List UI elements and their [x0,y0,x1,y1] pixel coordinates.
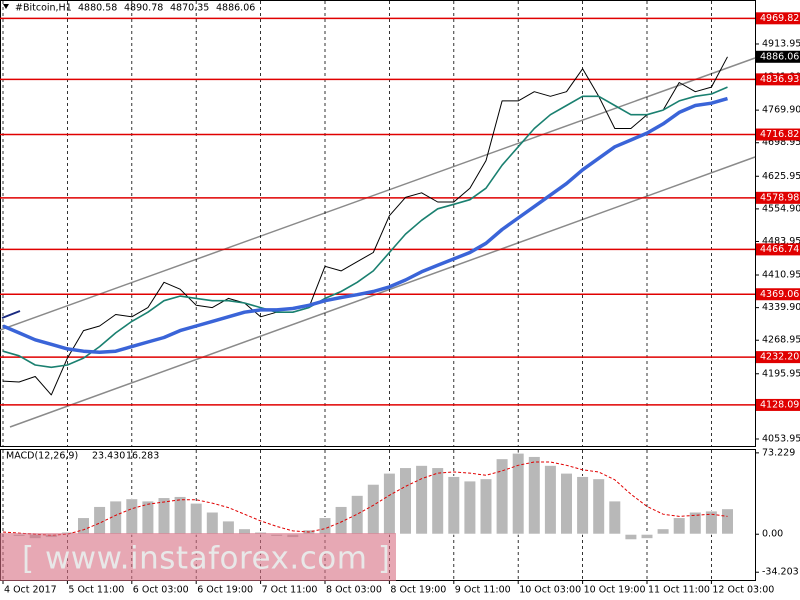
level-label-box [756,243,800,256]
macd-bar [318,517,332,535]
y-tick-label: 0.00 [762,529,783,540]
macd-bar [447,475,461,535]
x-tick-label: 11 Oct 11:00 [648,585,710,596]
y-tick-label: 4769.90 [762,105,800,116]
y-tick-label: 4625.95 [762,171,800,182]
y-tick-label: 4410.95 [762,270,800,281]
macd-bar [366,483,380,535]
macd-bar [479,478,493,535]
x-tick-label: 8 Oct 03:00 [326,585,382,596]
channel-upper [0,57,756,331]
macd-bar [672,517,686,535]
macd-bar [93,505,107,535]
x-tick-label: 10 Oct 03:00 [519,585,581,596]
watermark-box [0,533,396,581]
macd-bar [495,458,509,535]
macd-bar [560,472,573,535]
level-label-box [756,128,800,141]
level-label: 4369.06 [760,289,799,300]
signal-line [2,461,728,536]
ohlc-value: 4880.58 [78,3,117,14]
macd-bar [656,528,670,535]
price-panel [0,0,756,447]
current-price-label: 4886.06 [760,51,799,62]
x-tick-label: 9 Oct 11:00 [455,585,511,596]
macd-bar [624,533,638,541]
macd-bar [399,467,412,535]
macd-bar [608,500,622,535]
y-tick-label: 4195.95 [762,368,800,379]
level-label-box [756,191,800,204]
level-label: 4232.20 [760,352,799,363]
level-label-box [756,288,800,301]
y-tick-label: 4268.95 [762,335,800,346]
x-tick-label: 4 Oct 2017 [4,585,57,596]
macd-reading: 16.283 [126,451,159,462]
channel-lower [9,156,756,428]
macd-bar [189,502,203,535]
level-label: 4578.98 [760,192,799,203]
macd-bar [704,510,718,535]
level-label: 4466.74 [760,244,799,255]
y-tick-label: -34.203 [762,567,799,578]
y-tick-label: 4698.95 [762,137,800,148]
y-tick-label: 4339.90 [762,302,800,313]
macd-bar [543,464,557,535]
y-tick-label: 4483.95 [762,236,800,247]
macd-bar [382,472,396,535]
y-tick-label: 4053.95 [762,433,800,444]
x-tick-label: 7 Oct 11:00 [262,585,318,596]
macd-bar [721,508,734,535]
macd-bar [415,464,429,535]
level-label: 4716.82 [760,129,799,140]
chart-title: #Bitcoin,H1 [15,3,72,14]
macd-bar [592,478,606,535]
macd-bar [463,480,477,535]
channel-mark [1,310,21,319]
macd-bar [173,495,187,535]
macd-title: MACD(12,26,9) [6,451,78,462]
y-tick-label: 4554.90 [762,203,800,214]
x-tick-label: 6 Oct 03:00 [133,585,189,596]
macd-bar [125,498,139,535]
ohlc-value: 4870.35 [170,3,209,14]
x-tick-label: 10 Oct 19:00 [584,585,646,596]
level-label: 4969.82 [760,13,799,24]
y-tick-label: 73.229 [762,447,795,458]
ohlc-value: 4890.78 [124,3,163,14]
x-tick-label: 5 Oct 11:00 [68,585,124,596]
x-tick-label: 12 Oct 03:00 [712,585,774,596]
current-price-box [756,50,800,63]
title-arrow [3,4,9,9]
watermark: [ www.instaforex.com ] [22,541,390,577]
macd-bar [527,455,541,535]
level-label-box [756,73,800,86]
macd-bar [221,520,235,535]
macd-bar [688,511,702,535]
macd-bar [576,475,590,535]
macd-bar [77,517,90,535]
level-label-box [756,351,800,364]
level-label: 4128.09 [760,399,799,410]
macd-bar [350,494,364,535]
macd-bar [640,533,654,540]
macd-bar [431,467,445,535]
y-tick-label: 4913.95 [762,38,800,49]
level-label-box [756,12,800,25]
x-tick-label: 8 Oct 19:00 [390,585,446,596]
macd-bar [511,452,525,535]
price-line [2,96,728,354]
level-label-box [756,398,800,411]
macd-bar [205,511,219,535]
macd-reading: 23.430 [92,451,125,462]
price-line [2,56,728,396]
price-line [2,86,728,369]
x-tick-label: 6 Oct 19:00 [197,585,253,596]
level-label: 4836.93 [760,74,799,85]
ohlc-value: 4886.06 [216,3,255,14]
